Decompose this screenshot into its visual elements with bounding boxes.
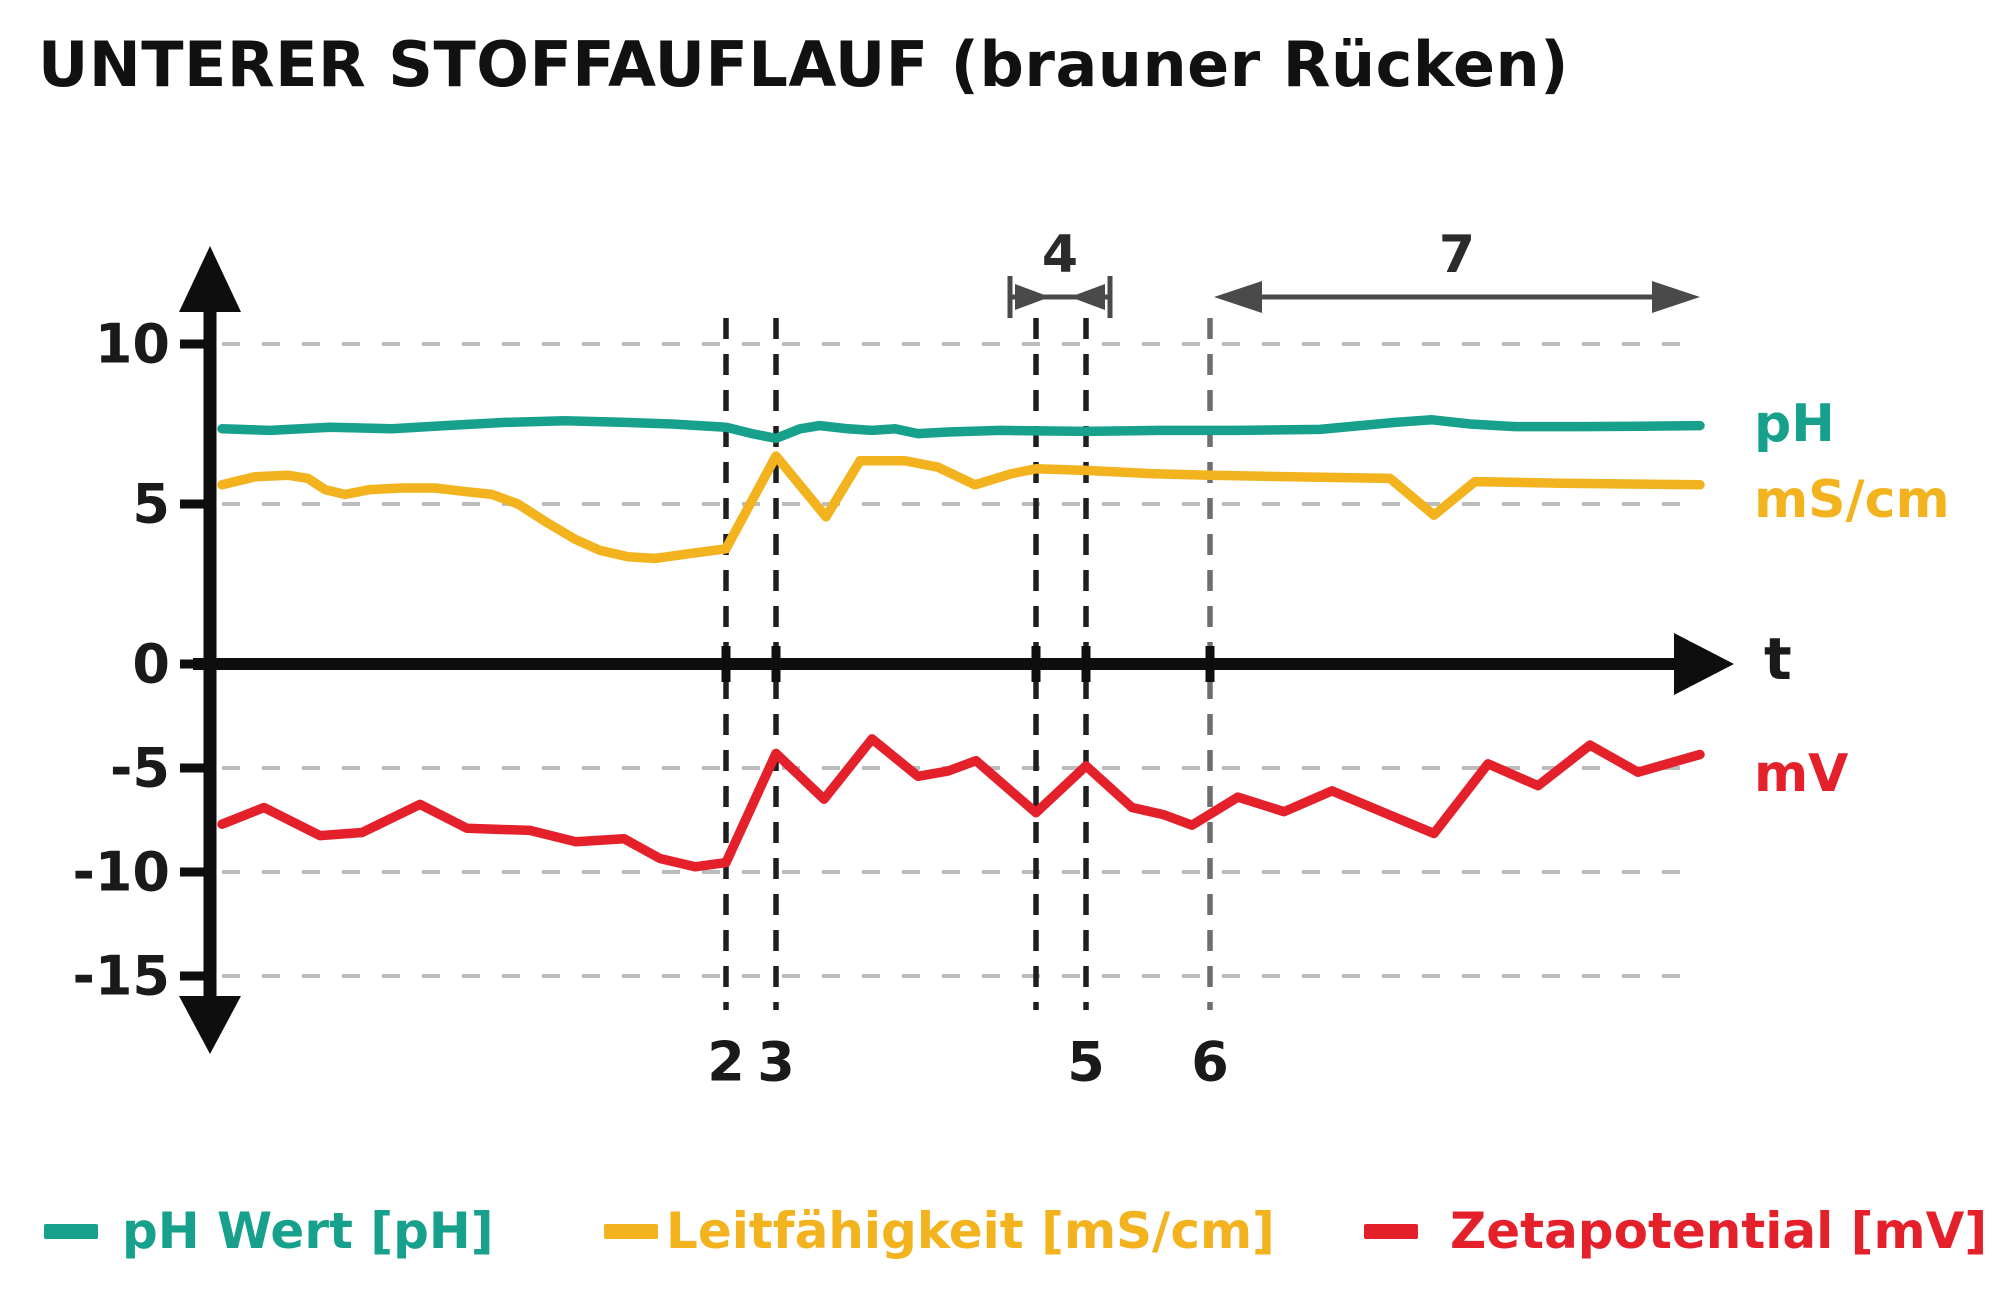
series-line-ph — [217, 415, 1705, 444]
span-arrowhead-icon — [1214, 281, 1262, 313]
span-arrowhead-icon — [1652, 281, 1700, 313]
span-label-4: 4 — [1042, 225, 1078, 285]
y-tick-label--15: -15 — [72, 945, 170, 1008]
legend-label-zeta: Zetapotential [mV] — [1450, 1202, 1988, 1260]
legend-item-ph: pH Wert [pH] — [44, 1198, 494, 1264]
legend-label-ph: pH Wert [pH] — [122, 1202, 494, 1260]
legend-swatch-ph-icon — [44, 1223, 98, 1239]
chart-title: UNTERER STOFFAUFLAUF (brauner Rücken) — [38, 28, 1570, 101]
y-axis-arrow-up-icon — [179, 246, 241, 312]
event-label-5: 5 — [1067, 1031, 1105, 1094]
x-axis-arrow-icon — [1674, 633, 1734, 695]
span-label-7: 7 — [1439, 225, 1475, 285]
event-label-3: 3 — [757, 1031, 795, 1094]
series-line-zeta — [217, 734, 1705, 872]
event-label-2: 2 — [707, 1031, 745, 1094]
span-arrowhead-icon — [1015, 284, 1050, 310]
event-label-6: 6 — [1191, 1031, 1229, 1094]
y-axis-arrow-down-icon — [179, 996, 241, 1054]
legend-swatch-zeta-icon — [1364, 1223, 1418, 1239]
y-tick-label-0: 0 — [132, 633, 170, 696]
series-label-ph: pH — [1754, 394, 1835, 454]
y-tick-label--5: -5 — [110, 737, 170, 800]
y-tick-label--10: -10 — [72, 841, 170, 904]
legend-item-conductivity: Leitfähigkeit [mS/cm] — [604, 1198, 1275, 1264]
series-line-conductivity — [217, 451, 1705, 564]
y-tick-label-5: 5 — [132, 473, 170, 536]
x-axis-label-t: t — [1764, 625, 1792, 693]
legend-item-zeta: Zetapotential [mV] — [1364, 1198, 1987, 1264]
series-label-mv: mV — [1754, 744, 1849, 804]
series-label-mscm: mS/cm — [1754, 470, 1950, 530]
legend-swatch-conductivity-icon — [604, 1223, 658, 1239]
y-tick-label-10: 10 — [95, 313, 170, 376]
span-arrowhead-icon — [1070, 284, 1105, 310]
legend-label-conductivity: Leitfähigkeit [mS/cm] — [666, 1202, 1275, 1260]
